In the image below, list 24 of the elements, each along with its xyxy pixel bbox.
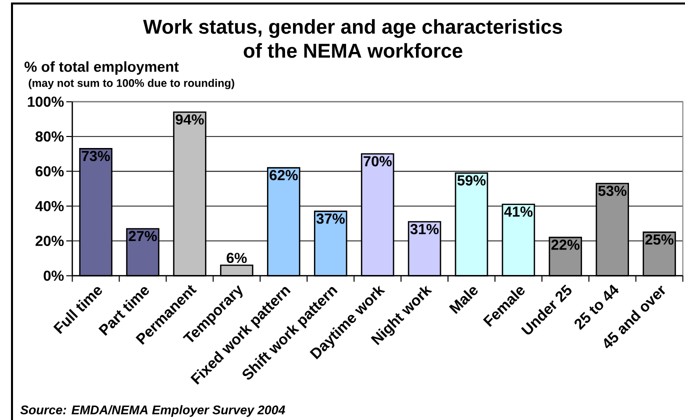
data-label: 94%	[176, 114, 204, 125]
data-label: 22%	[551, 240, 580, 250]
data-label: 73%	[82, 150, 110, 162]
data-label: 37%	[316, 214, 345, 224]
x-tick-label: 25 to 44	[574, 284, 619, 330]
data-label: 31%	[410, 224, 439, 234]
y-axis-title: % of total employment	[24, 61, 179, 75]
data-label: 62%	[270, 170, 298, 180]
data-label: 59%	[457, 175, 486, 186]
data-label: 27%	[128, 230, 157, 242]
chart-title: Work status, gender and age characteristics of the NEMA workforce	[143, 19, 562, 58]
source-note: Source: EMDA/NEMA Employer Survey 2004	[20, 405, 286, 417]
data-label: 53%	[598, 186, 626, 196]
data-label: 6%	[226, 252, 247, 264]
y-tick-label: 20%	[36, 236, 64, 246]
data-label: 41%	[504, 206, 533, 217]
data-label: 70%	[364, 156, 392, 166]
y-tick-label: 60%	[36, 166, 64, 176]
y-tick-label: 80%	[36, 131, 64, 142]
text: (may not sum to 100% due to rounding)	[28, 78, 234, 90]
y-tick-label: 0%	[44, 270, 64, 281]
data-label: 25%	[645, 234, 674, 245]
y-tick-label: 40%	[35, 200, 64, 212]
y-tick-label: 100%	[28, 96, 64, 107]
